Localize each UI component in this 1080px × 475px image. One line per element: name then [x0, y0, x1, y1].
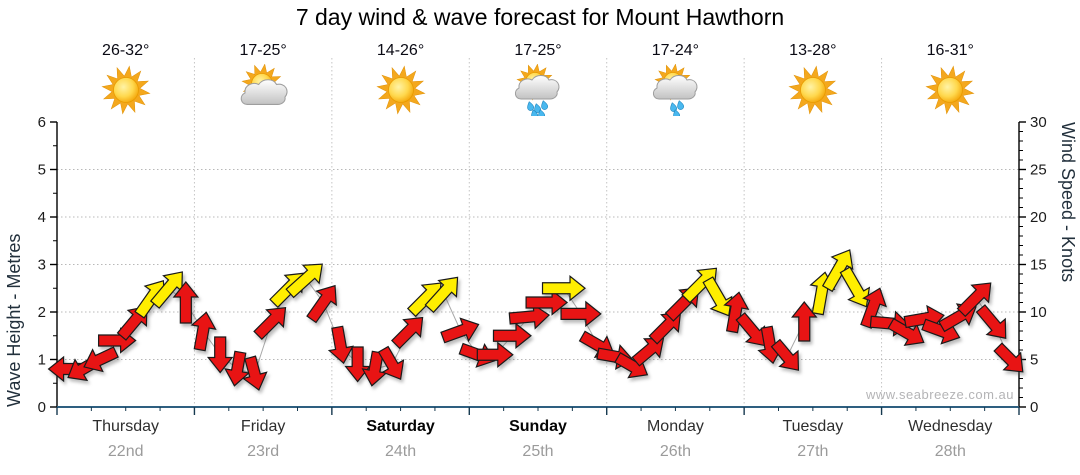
wind-arrow — [956, 282, 992, 318]
weather-icon-light-showers — [653, 64, 698, 116]
wind-arrow — [440, 317, 480, 344]
wind-arrow — [492, 322, 532, 349]
weather-icon-sunny — [376, 65, 426, 115]
day-label: Friday — [240, 418, 286, 435]
weather-icon-sunny — [788, 65, 838, 115]
wind-arrow — [770, 338, 800, 371]
temp-range-label: 17-25° — [514, 42, 562, 59]
temp-range-label: 16-31° — [926, 42, 974, 59]
wind-arrow — [887, 317, 925, 347]
y-right-tick-label: 10 — [1030, 304, 1047, 321]
temp-range-label: 26-32° — [102, 42, 150, 59]
wind-arrow — [541, 275, 586, 302]
wind-arrow — [993, 342, 1024, 373]
y-left-tick-label: 2 — [38, 304, 46, 321]
day-label: Wednesday — [908, 418, 993, 435]
page-title: 7 day wind & wave forecast for Mount Haw… — [295, 4, 785, 30]
wind-arrow — [476, 341, 514, 368]
wind-arrow — [631, 337, 665, 367]
y-left-tick-label: 3 — [38, 257, 46, 274]
wind-arrow — [735, 312, 766, 347]
wind-arrow — [83, 346, 119, 373]
wind-arrow — [206, 336, 234, 374]
wind-arrow — [508, 303, 551, 330]
y-right-tick-label: 25 — [1030, 162, 1047, 179]
day-label: Monday — [646, 418, 704, 435]
wind-arrow — [149, 271, 183, 309]
weather-icon-sunny — [101, 65, 151, 115]
y-left-tick-label: 0 — [38, 399, 46, 416]
date-label: 23rd — [247, 443, 280, 460]
wind-arrow — [377, 345, 405, 381]
day-label: Saturday — [366, 418, 435, 435]
wind-arrow — [361, 350, 388, 387]
y-right-tick-label: 15 — [1030, 257, 1047, 274]
y-right-tick-label: 5 — [1030, 352, 1038, 369]
wind-arrow — [327, 325, 354, 365]
wind-arrow — [224, 350, 251, 387]
weather-icon-sunny — [925, 65, 975, 115]
wind-arrow — [306, 284, 337, 324]
date-label: 28th — [934, 443, 966, 460]
wind-arrow — [702, 276, 733, 317]
y-left-tick-label: 1 — [38, 352, 46, 369]
wind-arrow — [285, 263, 323, 299]
wind-arrows-layer — [47, 249, 1024, 391]
wind-arrow — [47, 355, 84, 383]
wind-arrow — [424, 276, 459, 314]
wind-arrow — [390, 316, 424, 350]
y-right-tick-label: 0 — [1030, 399, 1038, 416]
wind-arrow — [681, 267, 718, 304]
wind-arrow — [560, 300, 602, 328]
wind-arrow — [821, 249, 854, 293]
wind-arrow — [839, 266, 871, 308]
day-label: Thursday — [92, 418, 160, 435]
date-label: 26th — [659, 443, 691, 460]
day-label: Tuesday — [782, 418, 844, 435]
y-right-tick-label: 20 — [1030, 209, 1047, 226]
date-label: 24th — [384, 443, 417, 460]
watermark: www.seabreeze.com.au — [865, 387, 1014, 402]
wind-arrow — [344, 346, 371, 383]
date-label: 22nd — [107, 443, 144, 460]
y-left-tick-label: 5 — [38, 162, 46, 179]
wind-arrow — [172, 281, 200, 324]
temp-range-label: 13-28° — [789, 42, 837, 59]
day-label: Sunday — [509, 418, 567, 435]
temp-range-label: 17-25° — [239, 42, 287, 59]
weather-icon-partly-cloudy — [240, 64, 288, 105]
y-left-tick-label: 4 — [38, 209, 46, 226]
wind-arrow — [975, 304, 1007, 339]
temp-range-label: 17-24° — [651, 42, 700, 59]
wind-arrow — [791, 301, 818, 342]
date-label: 27th — [797, 443, 829, 460]
wind-arrow — [190, 311, 217, 352]
wind-arrow — [723, 291, 750, 334]
right-axis-title: Wind Speed - Knots — [1058, 122, 1078, 283]
date-label: 25th — [522, 443, 554, 460]
wind-arrow — [242, 355, 268, 391]
y-left-tick-label: 6 — [38, 114, 46, 131]
temp-range-label: 14-26° — [376, 42, 425, 59]
y-right-tick-label: 30 — [1030, 114, 1047, 131]
wind-arrow — [525, 289, 569, 316]
wind-arrow — [253, 307, 287, 341]
weather-icon-showers — [514, 64, 560, 116]
